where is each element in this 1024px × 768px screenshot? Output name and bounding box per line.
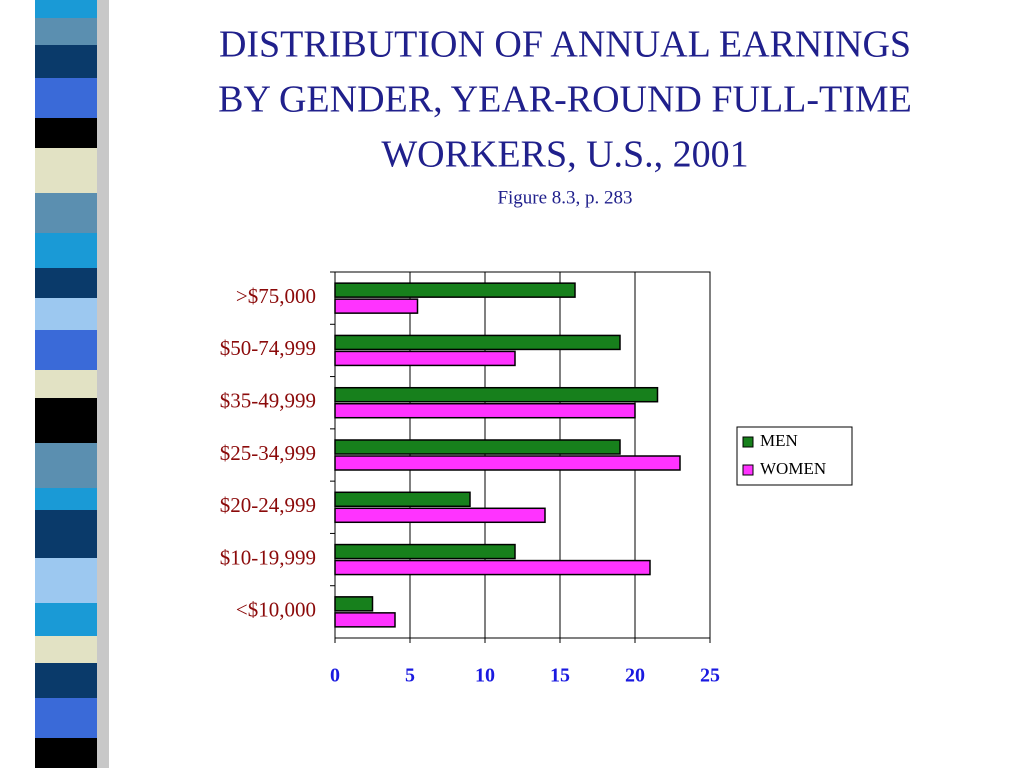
stripe-block: [35, 738, 97, 768]
legend-label: MEN: [760, 431, 798, 450]
decorative-stripe: [35, 0, 109, 768]
bar: [334, 612, 396, 628]
legend-label: WOMEN: [760, 459, 826, 478]
legend-swatch: [742, 464, 754, 476]
chart-subtitle: Figure 8.3, p. 283: [497, 187, 632, 208]
stripe-block: [35, 0, 97, 18]
stripe-block: [35, 510, 97, 558]
bar: [334, 559, 651, 576]
stripe-block: [35, 148, 97, 193]
stripe-block: [35, 268, 97, 298]
stripe-block: [35, 370, 97, 398]
stripe-block: [35, 18, 97, 45]
y-tick-label: $50-74,999: [220, 336, 316, 360]
stripe-block: [35, 663, 97, 698]
stripe-block: [35, 298, 97, 330]
bar: [334, 543, 516, 560]
y-tick-label: $25-34,999: [220, 441, 316, 465]
x-tick-label: 10: [475, 665, 495, 687]
x-tick-label: 5: [405, 665, 415, 687]
stripe-block: [35, 603, 97, 636]
bar: [334, 596, 374, 612]
y-tick-label: >$75,000: [236, 284, 316, 308]
x-tick-label: 0: [330, 665, 340, 687]
bar: [334, 439, 621, 455]
stripe-block: [35, 78, 97, 118]
x-tick-label: 20: [625, 665, 645, 687]
y-tick-label: $35-49,999: [220, 389, 316, 413]
stripe-block: [35, 193, 97, 233]
stripe-block: [35, 398, 97, 443]
stripe-shadow: [97, 0, 109, 768]
plot-frame: [334, 271, 711, 639]
bar: [334, 282, 576, 298]
x-tick-label: 25: [700, 665, 720, 687]
stripe-block: [35, 636, 97, 663]
y-tick-label: $20-24,999: [220, 493, 316, 517]
bar: [334, 491, 471, 508]
stripe-block: [35, 118, 97, 148]
bar: [334, 298, 419, 314]
stripe-block: [35, 443, 97, 488]
chart-title: BY GENDER, YEAR-ROUND FULL-TIME: [218, 79, 912, 121]
bar: [334, 334, 621, 351]
chart-title: DISTRIBUTION OF ANNUAL EARNINGS: [219, 24, 911, 66]
bar: [334, 402, 636, 419]
stripe-block: [35, 698, 97, 738]
stripe-block: [35, 233, 97, 268]
stripe-block: [35, 330, 97, 370]
bar: [334, 507, 546, 524]
stripe-block: [35, 45, 97, 78]
bar: [334, 386, 659, 403]
legend-box: [736, 426, 853, 486]
bar: [334, 350, 516, 367]
legend-swatch: [742, 436, 754, 448]
y-tick-label: <$10,000: [236, 598, 316, 622]
x-tick-label: 15: [550, 665, 570, 687]
y-tick-label: $10-19,999: [220, 545, 316, 569]
stripe-block: [35, 558, 97, 603]
chart-title: WORKERS, U.S., 2001: [381, 134, 748, 176]
stripe-block: [35, 488, 97, 510]
bar: [334, 455, 681, 471]
